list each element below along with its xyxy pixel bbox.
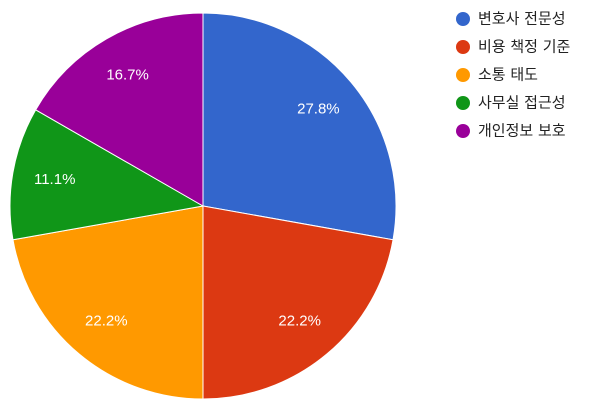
data-label: 27.8% <box>297 100 340 117</box>
legend-swatch <box>456 96 470 110</box>
legend-label: 소통 태도 <box>478 66 538 84</box>
legend-label: 사무실 접근성 <box>478 94 566 112</box>
legend-label: 비용 책정 기준 <box>478 38 571 56</box>
pie-slice <box>202 12 397 241</box>
pie-slice <box>34 12 204 207</box>
legend-label: 개인정보 보호 <box>478 122 566 140</box>
legend-label: 변호사 전문성 <box>478 10 566 28</box>
data-label: 22.2% <box>85 312 128 329</box>
legend-swatch <box>456 68 470 82</box>
pie-slice <box>202 205 394 400</box>
legend-swatch <box>456 12 470 26</box>
legend-swatch <box>456 40 470 54</box>
data-label: 11.1% <box>34 171 75 188</box>
data-label: 22.2% <box>278 312 321 329</box>
data-label: 16.7% <box>106 67 149 84</box>
pie-slice <box>12 205 204 400</box>
pie-slice <box>9 109 205 241</box>
legend-swatch <box>456 124 470 138</box>
